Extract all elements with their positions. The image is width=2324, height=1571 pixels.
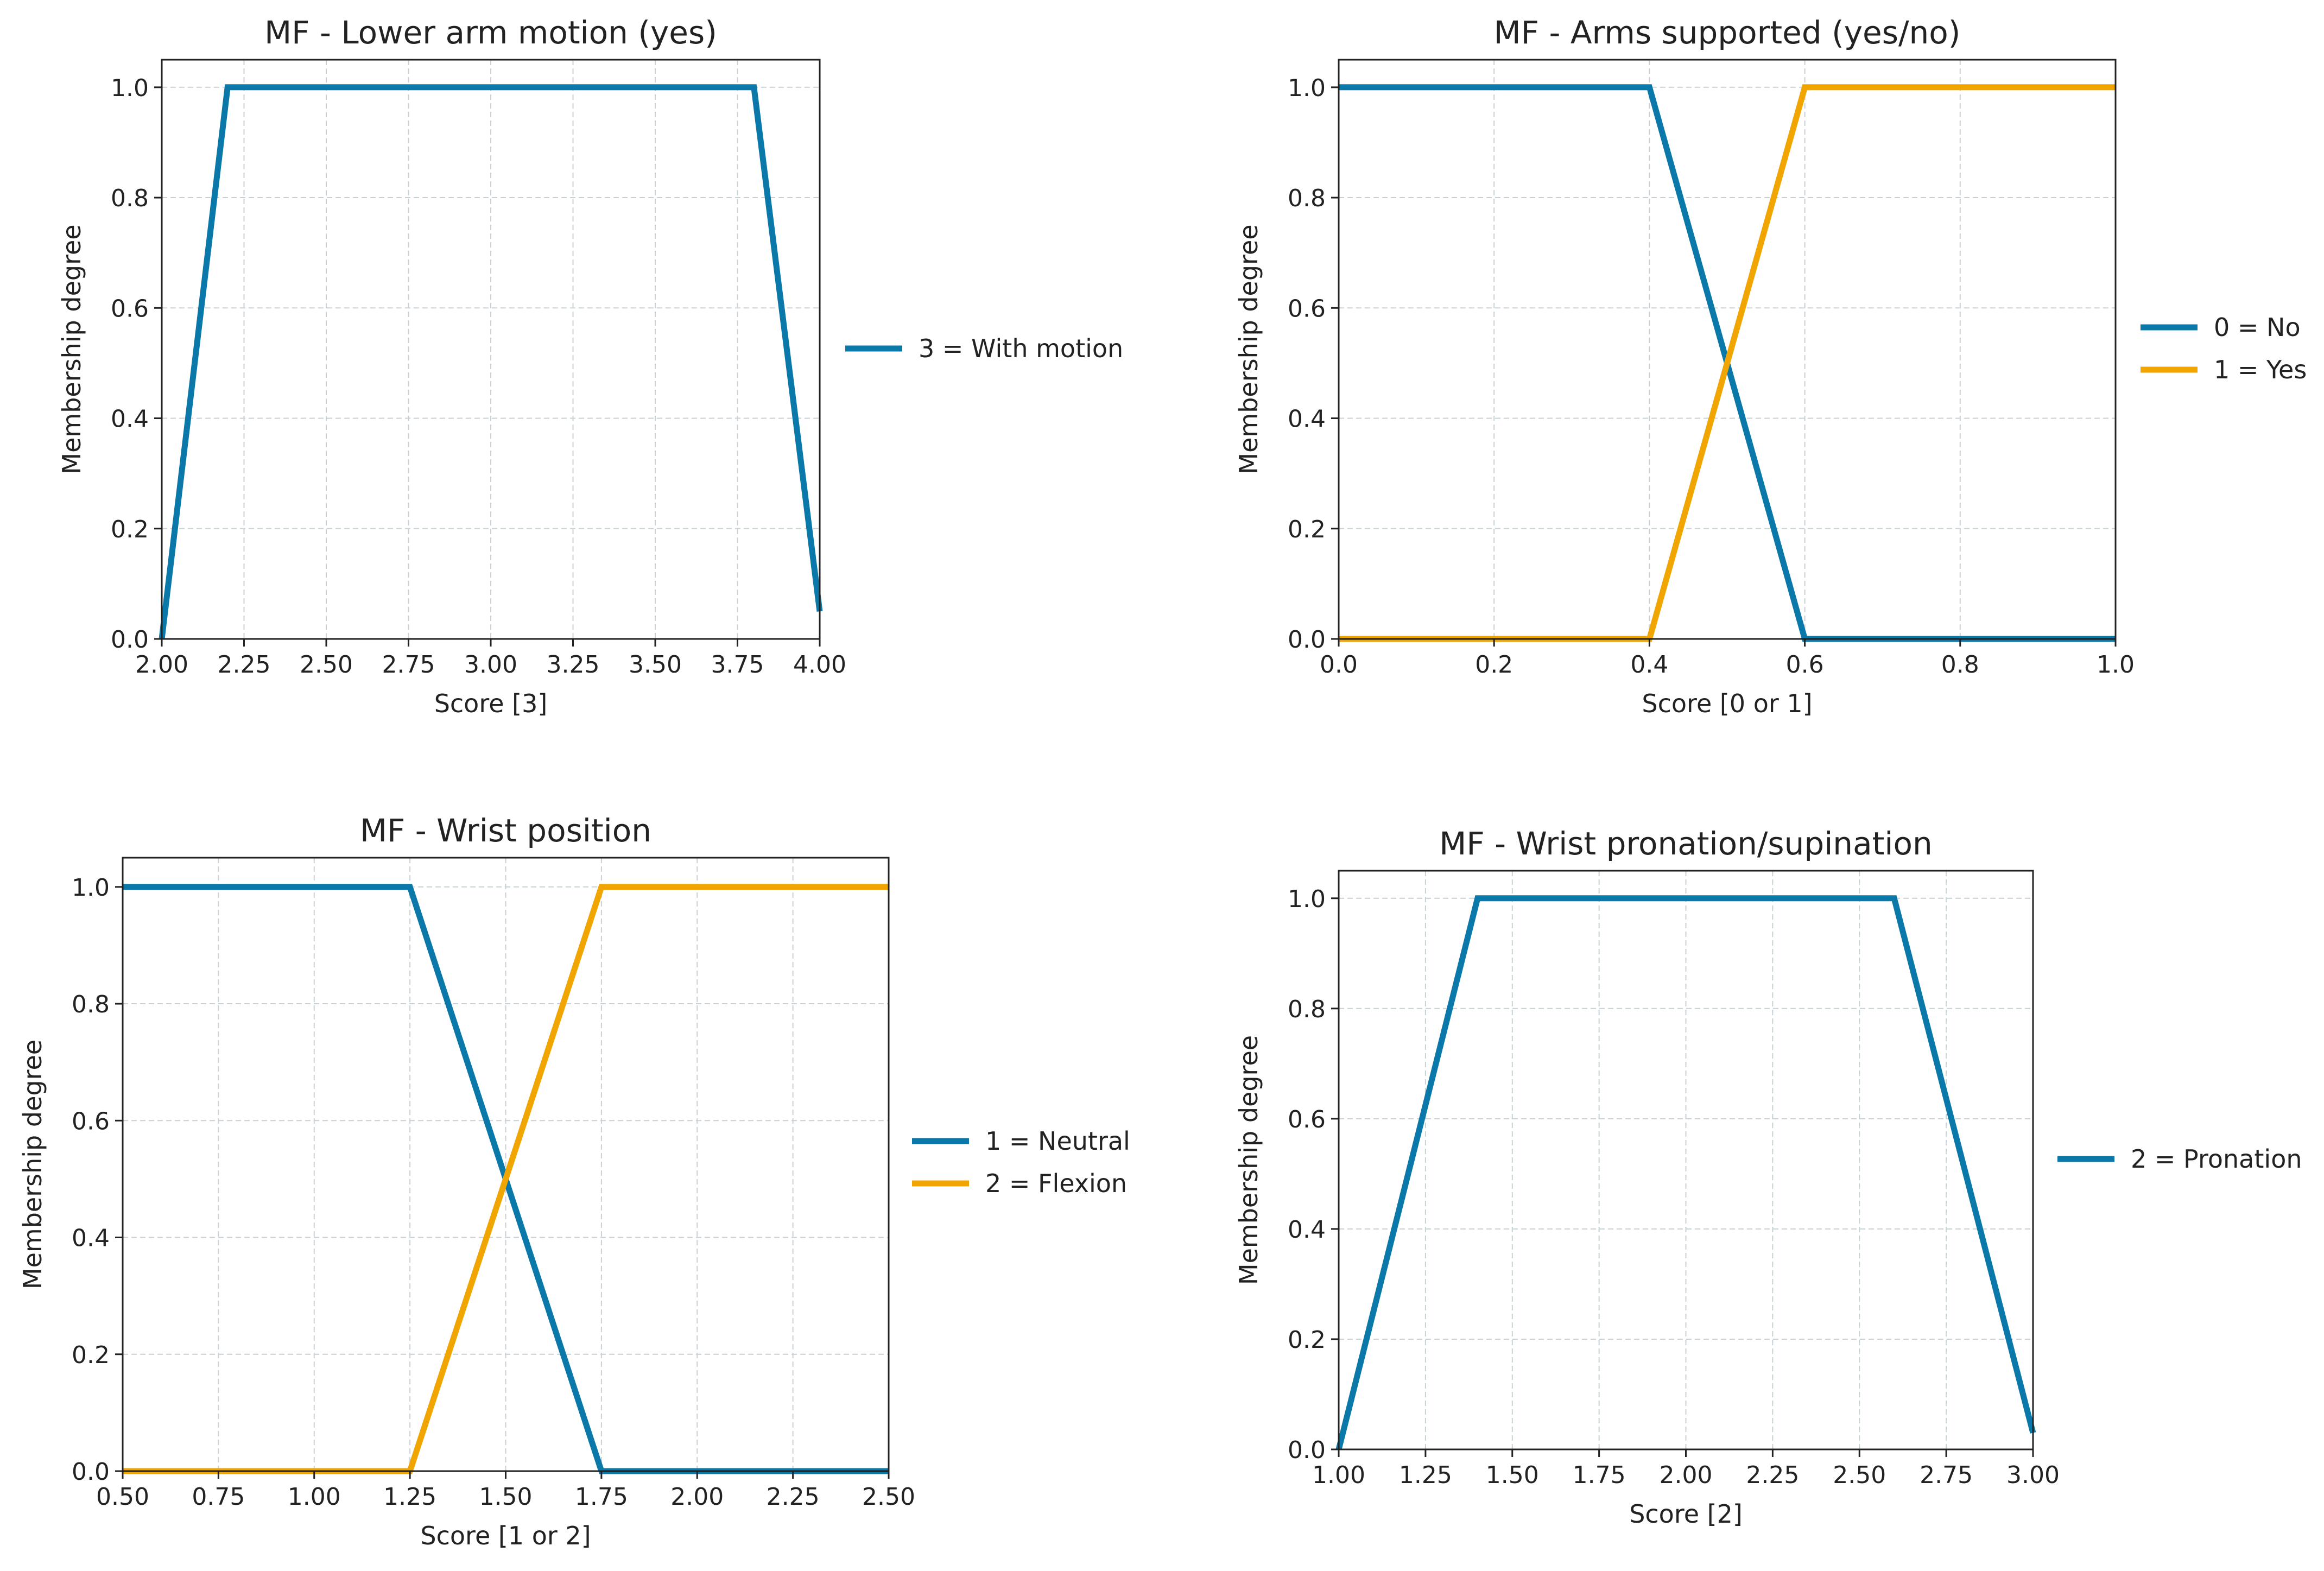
x-tick-label: 3.25 [547, 651, 600, 679]
chart-title: MF - Arms supported (yes/no) [1494, 14, 1961, 51]
x-tick-label: 0.0 [1320, 651, 1358, 679]
y-axis-label: Membership degree [1234, 224, 1263, 474]
series-line-1 [1335, 895, 2036, 1450]
y-tick-label: 0.2 [1288, 1326, 1326, 1354]
legend-entry: 3 = With motion [919, 334, 1123, 363]
x-axis-label: Score [2] [1629, 1499, 1743, 1529]
x-tick-label: 0.50 [96, 1483, 149, 1511]
x-tick-label: 1.75 [1573, 1461, 1626, 1489]
y-axis-label: Membership degree [18, 1040, 47, 1289]
legend: 2 = Pronation [2057, 1144, 2302, 1174]
x-tick-label: 2.25 [1746, 1461, 1799, 1489]
x-tick-label: 0.6 [1786, 651, 1824, 679]
x-tick-label: 1.0 [2097, 651, 2135, 679]
legend: 1 = Neutral 2 = Flexion [912, 1126, 1130, 1198]
x-tick-label: 0.8 [1941, 651, 1979, 679]
x-tick-label: 1.00 [1312, 1461, 1365, 1489]
y-tick-label: 0.2 [1288, 516, 1326, 543]
y-tick-label: 0.4 [111, 406, 149, 433]
subplot-3: 0.50 0.75 1.00 1.25 1.50 1.75 2.00 2.25 2.50 0.0 0… [18, 812, 1130, 1550]
x-tick-label: 2.75 [1920, 1461, 1973, 1489]
y-tick-label: 0.4 [1288, 406, 1326, 433]
x-tick-label: 4.00 [793, 651, 846, 679]
x-tick-label: 2.50 [300, 651, 353, 679]
y-tick-label: 0.8 [72, 991, 110, 1018]
y-tick-label: 0.0 [72, 1458, 110, 1486]
legend-entry: 1 = Yes [2214, 355, 2307, 384]
x-tick-label: 0.75 [192, 1483, 245, 1511]
y-tick-label: 0.4 [72, 1225, 110, 1252]
legend: 3 = With motion [845, 334, 1123, 363]
chart-title: MF - Lower arm motion (yes) [264, 14, 717, 51]
chart-title: MF - Wrist position [360, 812, 651, 849]
y-tick-label: 0.8 [1288, 996, 1326, 1023]
subplot-1: 2.00 2.25 2.50 2.75 3.00 3.25 3.50 3.75 4.00 0.0 0… [57, 14, 1123, 718]
x-tick-label: 2.50 [1833, 1461, 1886, 1489]
x-tick-label: 3.50 [629, 651, 682, 679]
subplot-2: 0.0 0.2 0.4 0.6 0.8 1.0 0.0 0.2 0.4 0.6 0.8 1.0 MF -… [1234, 14, 2307, 718]
y-tick-label: 0.8 [111, 185, 149, 212]
y-tick-label: 1.0 [1288, 885, 1326, 913]
plot-frame [1338, 59, 2117, 640]
y-tick-label: 0.6 [72, 1107, 110, 1135]
x-axis-label: Score [0 or 1] [1642, 689, 1812, 718]
y-tick-label: 0.2 [72, 1341, 110, 1369]
x-tick-label: 1.25 [1399, 1461, 1452, 1489]
legend: 0 = No 1 = Yes [2141, 313, 2307, 384]
x-tick-label: 3.00 [464, 651, 517, 679]
y-tick-label: 0.4 [1288, 1216, 1326, 1244]
x-tick-label: 2.00 [135, 651, 188, 679]
y-axis-label: Membership degree [1234, 1035, 1263, 1285]
legend-entry: 2 = Pronation [2131, 1144, 2302, 1174]
x-tick-label: 2.00 [670, 1483, 724, 1511]
legend-entry: 0 = No [2214, 313, 2301, 342]
y-tick-label: 1.0 [111, 74, 149, 102]
y-tick-label: 1.0 [1288, 74, 1326, 102]
y-tick-label: 0.8 [1288, 185, 1326, 212]
x-tick-label: 2.25 [767, 1483, 820, 1511]
x-axis-label: Score [3] [434, 689, 548, 718]
x-tick-label: 1.00 [288, 1483, 341, 1511]
x-tick-label: 2.25 [218, 651, 271, 679]
legend-entry: 2 = Flexion [985, 1169, 1127, 1198]
x-tick-label: 0.2 [1475, 651, 1513, 679]
y-tick-label: 0.0 [111, 626, 149, 654]
y-tick-label: 0.6 [1288, 295, 1326, 322]
y-tick-label: 1.0 [72, 874, 110, 902]
chart-title: MF - Wrist pronation/supination [1439, 825, 1932, 862]
y-tick-label: 0.2 [111, 516, 149, 543]
x-tick-label: 3.00 [2006, 1461, 2060, 1489]
x-tick-label: 0.4 [1630, 651, 1668, 679]
x-tick-label: 1.25 [383, 1483, 436, 1511]
x-tick-label: 1.75 [575, 1483, 628, 1511]
y-tick-label: 0.6 [111, 295, 149, 322]
y-tick-label: 0.0 [1288, 1436, 1326, 1464]
x-tick-label: 2.50 [862, 1483, 915, 1511]
x-tick-label: 3.75 [711, 651, 764, 679]
x-tick-label: 1.50 [479, 1483, 533, 1511]
series-line-1 [159, 84, 823, 639]
x-axis-label: Score [1 or 2] [420, 1521, 591, 1550]
y-tick-label: 0.0 [1288, 626, 1326, 654]
x-tick-label: 1.50 [1486, 1461, 1539, 1489]
subplot-4: 1.00 1.25 1.50 1.75 2.00 2.25 2.50 2.75 3.00 0.0 0… [1234, 825, 2302, 1529]
y-tick-label: 0.6 [1288, 1106, 1326, 1133]
x-tick-label: 2.00 [1660, 1461, 1713, 1489]
y-axis-label: Membership degree [57, 224, 86, 474]
x-tick-label: 2.75 [382, 651, 435, 679]
legend-entry: 1 = Neutral [985, 1126, 1130, 1156]
